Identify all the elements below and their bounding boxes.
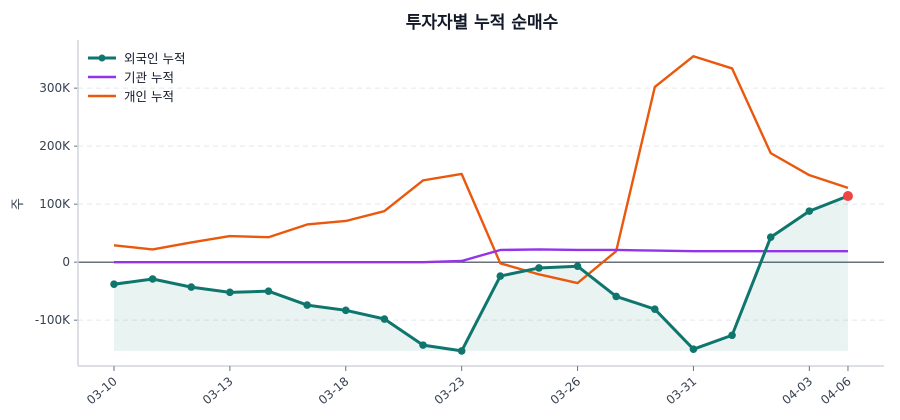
legend-marker: [98, 54, 106, 62]
data-point: [805, 207, 814, 215]
y-tick-label: 300K: [39, 81, 71, 95]
y-axis-label: 주: [11, 198, 26, 210]
series-line-2: [113, 55, 849, 285]
latest-point-marker: [842, 191, 853, 202]
x-tick-label: 03-23: [432, 374, 468, 407]
data-point: [110, 280, 118, 289]
x-tick-label: 04-06: [818, 374, 854, 407]
y-tick-label: 200K: [39, 139, 71, 153]
data-point: [226, 288, 234, 297]
x-tick-label: 03-18: [316, 374, 352, 407]
x-tick-label: 03-13: [200, 374, 236, 407]
x-tick-label: 03-31: [664, 374, 700, 407]
x-tick-label: 04-03: [779, 374, 815, 407]
data-point: [651, 305, 659, 313]
y-tick-label: -100K: [35, 313, 71, 327]
data-point: [341, 306, 350, 315]
x-tick-label: 03-10: [84, 374, 120, 407]
data-point: [303, 301, 311, 309]
data-point: [380, 315, 389, 323]
legend-label: 기관 누적: [124, 70, 174, 85]
series-line-1: [114, 248, 848, 264]
data-point: [689, 345, 698, 353]
data-point: [535, 264, 543, 272]
data-point: [496, 272, 505, 280]
data-point: [187, 283, 196, 291]
data-point: [573, 262, 582, 271]
data-point: [457, 347, 466, 355]
data-point: [766, 233, 775, 242]
data-point: [148, 275, 157, 283]
data-point: [728, 331, 736, 340]
legend-label: 외국인 누적: [124, 51, 185, 66]
foreign-area-fill: [114, 196, 848, 351]
chart-title: 투자자별 누적 순매수: [406, 13, 559, 33]
data-point: [264, 287, 273, 295]
data-point: [612, 292, 620, 301]
data-point: [419, 341, 427, 349]
legend-label: 개인 누적: [124, 89, 174, 104]
series-line-0: [113, 194, 849, 353]
y-tick-label: 100K: [39, 197, 71, 211]
x-tick-label: 03-26: [548, 374, 584, 407]
y-tick-label: 0: [62, 255, 70, 269]
